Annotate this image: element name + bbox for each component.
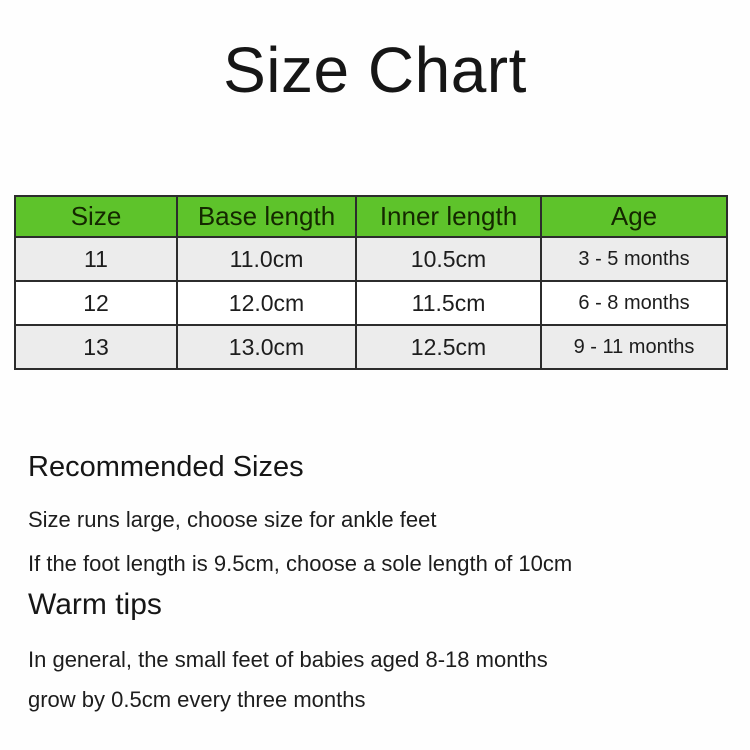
warm-tips-line: In general, the small feet of babies age… <box>28 647 548 672</box>
cell-size: 13 <box>14 324 178 370</box>
cell-age: 9 - 11 months <box>540 324 728 370</box>
table-header-row: Size Base length Inner length Age <box>14 195 728 238</box>
recommended-sizes-heading: Recommended Sizes <box>28 451 304 483</box>
cell-age: 6 - 8 months <box>540 280 728 326</box>
table-row: 11 11.0cm 10.5cm 3 - 5 months <box>14 236 728 282</box>
cell-size: 11 <box>14 236 178 282</box>
warm-tips-line: grow by 0.5cm every three months <box>28 687 366 712</box>
warm-tips-heading: Warm tips <box>28 588 162 621</box>
recommended-sizes-line: If the foot length is 9.5cm, choose a so… <box>28 551 573 576</box>
table-row: 12 12.0cm 11.5cm 6 - 8 months <box>14 280 728 326</box>
cell-age: 3 - 5 months <box>540 236 728 282</box>
cell-inner-length: 12.5cm <box>355 324 542 370</box>
cell-inner-length: 11.5cm <box>355 280 542 326</box>
recommended-sizes-line: Size runs large, choose size for ankle f… <box>28 507 437 532</box>
table-row: 13 13.0cm 12.5cm 9 - 11 months <box>14 324 728 370</box>
header-cell-base-length: Base length <box>176 195 357 238</box>
header-cell-age: Age <box>540 195 728 238</box>
cell-base-length: 13.0cm <box>176 324 357 370</box>
cell-inner-length: 10.5cm <box>355 236 542 282</box>
header-cell-size: Size <box>14 195 178 238</box>
size-table: Size Base length Inner length Age 11 11.… <box>14 195 728 370</box>
cell-base-length: 12.0cm <box>176 280 357 326</box>
header-cell-inner-length: Inner length <box>355 195 542 238</box>
cell-size: 12 <box>14 280 178 326</box>
cell-base-length: 11.0cm <box>176 236 357 282</box>
page-title: Size Chart <box>223 34 527 106</box>
